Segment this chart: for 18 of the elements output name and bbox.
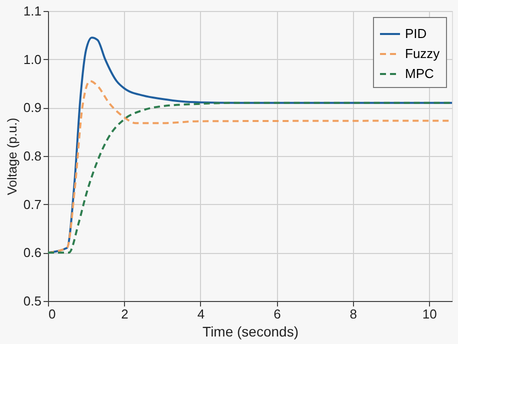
x-tick-label: 4	[197, 306, 205, 322]
y-tick-label: 1.0	[23, 52, 42, 67]
y-tick-label: 0.7	[23, 196, 42, 212]
x-tick-label: 10	[422, 306, 437, 322]
x-tick-label: 0	[48, 306, 56, 322]
legend-label: MPC	[405, 66, 434, 81]
y-tick-label: 1.1	[23, 4, 42, 18]
x-axis-title: Time (seconds)	[202, 324, 298, 340]
x-tick-label: 8	[350, 306, 358, 322]
x-tick-label: 6	[274, 306, 281, 322]
legend-label: PID	[405, 26, 427, 41]
y-tick-label: 0.9	[23, 100, 42, 116]
y-tick-label: 0.8	[23, 148, 42, 164]
legend-label: Fuzzy	[405, 46, 440, 61]
y-tick-label: 0.5	[23, 294, 42, 308]
y-axis-title: Voltage (p.u.)	[4, 118, 20, 196]
y-tick-label: 0.6	[23, 245, 42, 260]
x-tick-label: 2	[121, 306, 128, 322]
